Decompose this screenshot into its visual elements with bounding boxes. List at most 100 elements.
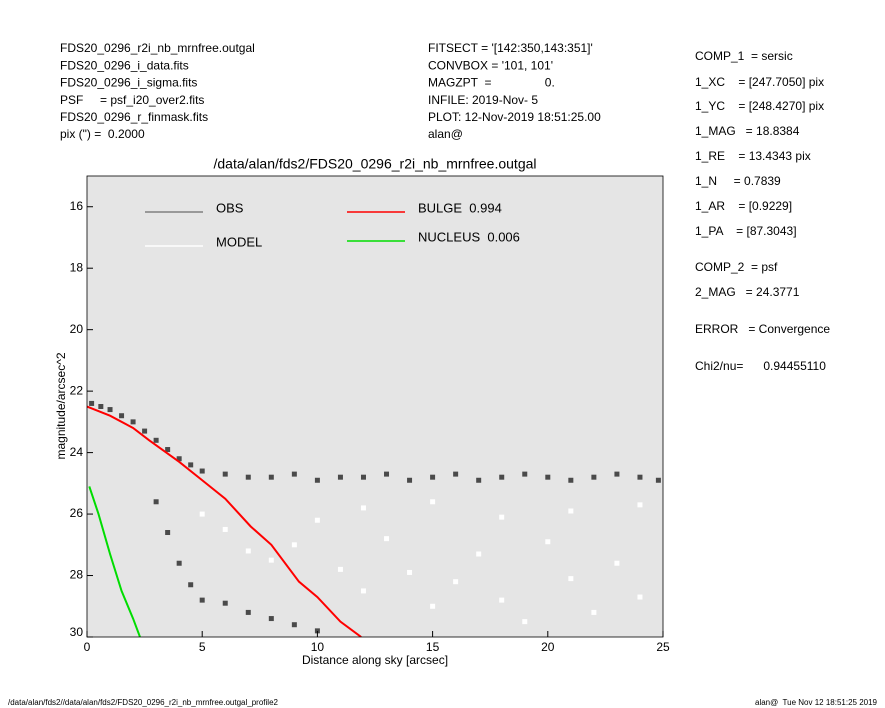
data-point bbox=[499, 474, 505, 480]
y-tick-label: 20 bbox=[70, 322, 84, 336]
header-middle-line: CONVBOX = '101, 101' bbox=[428, 58, 553, 72]
x-tick-label: 20 bbox=[541, 640, 555, 654]
data-point bbox=[291, 542, 297, 548]
footer-right: alan@ Tue Nov 12 18:51:25 2019 bbox=[755, 698, 878, 707]
data-point bbox=[245, 609, 251, 615]
data-point bbox=[188, 582, 194, 588]
data-point bbox=[107, 407, 113, 413]
data-point bbox=[89, 400, 95, 406]
header-middle-line: MAGZPT = 0. bbox=[428, 76, 555, 90]
y-tick-label: 24 bbox=[70, 445, 84, 459]
y-tick-label: 26 bbox=[70, 506, 84, 520]
data-point bbox=[268, 616, 274, 622]
y-tick-label: 28 bbox=[70, 568, 84, 582]
fit-parameter: 1_MAG = 18.8384 bbox=[695, 124, 800, 138]
data-point bbox=[153, 437, 159, 443]
header-left-line: pix (") = 0.2000 bbox=[60, 127, 145, 141]
data-point bbox=[199, 468, 205, 474]
data-point bbox=[591, 474, 597, 480]
fit-parameter: 1_YC = [248.4270] pix bbox=[695, 99, 824, 113]
data-point bbox=[291, 471, 297, 477]
header-left-line: FDS20_0296_r2i_nb_mrnfree.outgal bbox=[60, 41, 255, 55]
data-point bbox=[119, 413, 125, 419]
x-tick-label: 0 bbox=[84, 640, 91, 654]
data-point bbox=[453, 579, 459, 585]
data-point bbox=[165, 530, 171, 536]
profile-line bbox=[87, 405, 362, 637]
fit-parameter: Chi2/nu= 0.94455110 bbox=[695, 359, 826, 373]
legend-label: MODEL bbox=[216, 234, 262, 249]
fit-parameter: ERROR = Convergence bbox=[695, 322, 830, 336]
data-point bbox=[637, 594, 643, 600]
header-left-line: FDS20_0296_i_sigma.fits bbox=[60, 76, 197, 90]
data-point bbox=[153, 499, 159, 505]
fit-parameter: 1_XC = [247.7050] pix bbox=[695, 75, 824, 89]
data-point bbox=[637, 474, 643, 480]
data-point bbox=[314, 517, 320, 523]
x-tick-label: 25 bbox=[656, 640, 670, 654]
data-point bbox=[407, 477, 413, 483]
data-point bbox=[614, 471, 620, 477]
data-point bbox=[130, 419, 136, 425]
y-tick-label: 18 bbox=[70, 260, 84, 274]
legend-label: NUCLEUS 0.006 bbox=[418, 229, 520, 244]
fit-parameter: 1_AR = [0.9229] bbox=[695, 199, 792, 213]
header-middle-line: alan@ bbox=[428, 127, 463, 141]
fit-parameter: COMP_2 = psf bbox=[695, 260, 778, 274]
header-middle-line: PLOT: 12-Nov-2019 18:51:25.00 bbox=[428, 110, 601, 124]
data-point bbox=[568, 477, 574, 483]
data-point bbox=[453, 471, 459, 477]
data-point bbox=[360, 505, 366, 511]
data-point bbox=[568, 508, 574, 514]
data-point bbox=[499, 597, 505, 603]
data-point bbox=[98, 404, 104, 409]
data-point bbox=[222, 526, 228, 532]
legend-label: BULGE 0.994 bbox=[418, 200, 502, 215]
data-point bbox=[430, 603, 436, 609]
y-tick-label: 16 bbox=[70, 199, 84, 213]
data-point bbox=[337, 474, 343, 480]
data-point bbox=[222, 471, 228, 477]
data-point bbox=[291, 622, 297, 628]
data-point bbox=[176, 560, 182, 566]
plot-frame bbox=[86, 175, 664, 638]
data-point bbox=[430, 474, 436, 480]
y-tick-label: 22 bbox=[70, 383, 84, 397]
data-point bbox=[384, 536, 390, 542]
data-point bbox=[637, 502, 643, 508]
data-point bbox=[314, 477, 320, 483]
data-point bbox=[522, 619, 528, 625]
data-point bbox=[384, 471, 390, 477]
data-point bbox=[245, 474, 251, 480]
fit-parameter: 1_RE = 13.4343 pix bbox=[695, 149, 811, 163]
x-axis-label: Distance along sky [arcsec] bbox=[302, 653, 448, 667]
fit-parameter: 1_PA = [87.3043] bbox=[695, 224, 797, 238]
data-point bbox=[245, 548, 251, 554]
data-point bbox=[545, 474, 551, 480]
x-tick-label: 15 bbox=[426, 640, 440, 654]
footer-left: /data/alan/fds2//data/alan/fds2/FDS20_02… bbox=[8, 698, 279, 707]
data-point bbox=[268, 557, 274, 563]
data-point bbox=[360, 588, 366, 594]
data-point bbox=[199, 511, 205, 517]
x-tick-label: 10 bbox=[311, 640, 325, 654]
data-point bbox=[337, 566, 343, 572]
header-left-line: PSF = psf_i20_over2.fits bbox=[60, 93, 204, 107]
fit-parameter: 2_MAG = 24.3771 bbox=[695, 285, 800, 299]
data-point bbox=[176, 456, 182, 462]
data-point bbox=[268, 474, 274, 480]
data-point bbox=[568, 576, 574, 582]
fit-parameter: 1_N = 0.7839 bbox=[695, 174, 781, 188]
data-point bbox=[407, 569, 413, 575]
header-left-line: FDS20_0296_r_finmask.fits bbox=[60, 110, 208, 124]
data-point bbox=[545, 539, 551, 545]
data-point bbox=[360, 474, 366, 480]
legend-label: OBS bbox=[216, 200, 244, 215]
data-point bbox=[591, 609, 597, 615]
data-point bbox=[614, 560, 620, 566]
header-left-line: FDS20_0296_i_data.fits bbox=[60, 58, 189, 72]
data-point bbox=[199, 597, 205, 603]
profile-line bbox=[88, 486, 141, 637]
fit-parameter: COMP_1 = sersic bbox=[695, 49, 793, 63]
